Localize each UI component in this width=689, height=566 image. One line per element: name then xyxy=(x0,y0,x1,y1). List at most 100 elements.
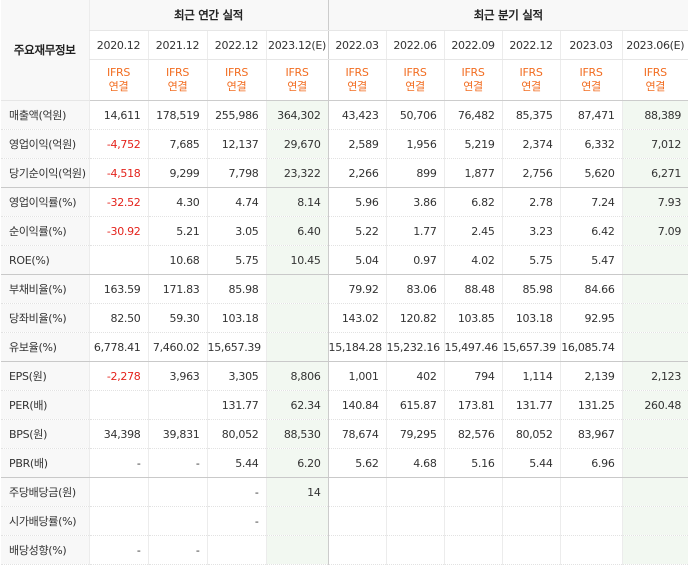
accounting-standard-header: IFRS 연결 xyxy=(206,59,266,101)
table-cell xyxy=(265,274,329,304)
consolidation-label: 연결 xyxy=(521,80,541,93)
table-cell: 62.34 xyxy=(265,390,329,420)
table-cell: 29,670 xyxy=(265,129,329,159)
table-cell: 79.92 xyxy=(327,274,387,304)
accounting-standard-header: IFRS 연결 xyxy=(501,59,561,101)
table-cell: 34,398 xyxy=(88,419,148,449)
table-cell: 85.98 xyxy=(501,274,561,304)
table-cell xyxy=(443,477,503,507)
table-cell: 85,375 xyxy=(501,100,561,130)
table-cell: 23,322 xyxy=(265,158,329,188)
table-cell: 5.44 xyxy=(501,448,561,478)
table-cell: 15,232.16 xyxy=(385,332,445,362)
table-cell xyxy=(327,477,387,507)
consolidation-label: 연결 xyxy=(108,80,129,93)
table-cell: 80,052 xyxy=(206,419,266,449)
table-cell xyxy=(88,506,148,536)
table-cell: 260.48 xyxy=(621,390,689,420)
standard-label: IFRS xyxy=(519,66,543,79)
table-cell xyxy=(265,506,329,536)
table-cell: 5.75 xyxy=(206,245,266,275)
table-cell: 1,001 xyxy=(327,361,387,391)
table-cell: 59.30 xyxy=(147,303,207,333)
table-cell: 5.75 xyxy=(501,245,561,275)
table-row: 주당배당금(원) -14 xyxy=(1,477,689,507)
table-row: PBR(배) - -5.44 6.20 5.62 4.68 5.16 5.44 6.96 xyxy=(1,448,689,478)
table-row: 영업이익률(%) -32.52 4.30 4.74 8.14 5.96 3.86 6.82 2.… xyxy=(1,187,689,217)
table-cell: 5.62 xyxy=(327,448,387,478)
table-cell: 88.48 xyxy=(443,274,503,304)
row-label: 주당배당금(원) xyxy=(1,477,89,507)
table-cell: 88,530 xyxy=(265,419,329,449)
consolidation-label: 연결 xyxy=(645,80,666,93)
table-cell xyxy=(621,419,689,449)
table-cell: 2,266 xyxy=(327,158,387,188)
table-row: 시가배당률(%) - xyxy=(1,506,689,536)
table-cell: 402 xyxy=(385,361,445,391)
table-cell xyxy=(147,477,207,507)
consolidation-label: 연결 xyxy=(581,80,601,93)
table-cell: 3,963 xyxy=(147,361,207,391)
table-cell xyxy=(265,332,329,362)
table-cell xyxy=(501,506,561,536)
table-cell: 6.96 xyxy=(559,448,623,478)
table-cell: -2,278 xyxy=(88,361,148,391)
standard-label: IFRS xyxy=(345,66,369,79)
table-cell: -4,518 xyxy=(88,158,148,188)
table-cell: 178,519 xyxy=(147,100,207,130)
table-cell xyxy=(147,506,207,536)
table-cell xyxy=(621,506,689,536)
table-cell: 5.96 xyxy=(327,187,387,217)
table-cell: 131.25 xyxy=(559,390,623,420)
table-cell xyxy=(147,390,207,420)
table-cell: 173.81 xyxy=(443,390,503,420)
period-header: 2022.12 xyxy=(206,30,266,60)
table-cell: 2,374 xyxy=(501,129,561,159)
table-cell: 76,482 xyxy=(443,100,503,130)
table-cell: 12,137 xyxy=(206,129,266,159)
row-label: 유보율(%) xyxy=(1,332,89,362)
table-row: PER(배) 131.77 62.34 140.84 615.87 173.81 131.7… xyxy=(1,390,689,420)
standard-header-row: IFRS 연결 IFRS 연결 IFRS 연결 IFRS 연결 IFRS 연결 IFRS 연결 IFRS… xyxy=(1,59,689,101)
table-cell: 6.82 xyxy=(443,187,503,217)
table-cell: 82.50 xyxy=(88,303,148,333)
table-cell: 5.04 xyxy=(327,245,387,275)
standard-label: IFRS xyxy=(579,66,603,79)
accounting-standard-header: IFRS 연결 xyxy=(327,59,387,101)
row-label: 당기순이익(억원) xyxy=(1,158,89,188)
table-cell: 8,806 xyxy=(265,361,329,391)
table-row: 부채비율(%) 163.59 171.83 85.98 79.92 83.06 88.48 8… xyxy=(1,274,689,304)
row-label: 매출액(억원) xyxy=(1,100,89,130)
table-cell: 5.44 xyxy=(206,448,266,478)
table-cell: 4.02 xyxy=(443,245,503,275)
table-cell: - xyxy=(88,448,148,478)
table-cell: 79,295 xyxy=(385,419,445,449)
table-cell xyxy=(621,303,689,333)
table-row: 순이익률(%) -30.92 5.21 3.05 6.40 5.22 1.77 2.45 3.2… xyxy=(1,216,689,246)
table-cell: 2,123 xyxy=(621,361,689,391)
table-cell: 83,967 xyxy=(559,419,623,449)
table-cell: 15,184.28 xyxy=(327,332,387,362)
table-cell: 85.98 xyxy=(206,274,266,304)
table-cell: 6.42 xyxy=(559,216,623,246)
table-cell: 5,620 xyxy=(559,158,623,188)
accounting-standard-header: IFRS 연결 xyxy=(385,59,445,101)
table-cell: 5.47 xyxy=(559,245,623,275)
table-row: EPS(원) -2,278 3,963 3,305 8,806 1,001 402 794 1,… xyxy=(1,361,689,391)
accounting-standard-header: IFRS 연결 xyxy=(559,59,623,101)
row-label: PBR(배) xyxy=(1,448,89,478)
table-cell: 4.74 xyxy=(206,187,266,217)
table-cell: 14,611 xyxy=(88,100,148,130)
table-cell: 364,302 xyxy=(265,100,329,130)
accounting-standard-header: IFRS 연결 xyxy=(265,59,329,101)
table-cell: 615.87 xyxy=(385,390,445,420)
standard-label: IFRS xyxy=(225,66,248,79)
table-row: 매출액(억원) 14,611 178,519 255,986 364,302 43,423… xyxy=(1,100,689,130)
period-header: 2020.12 xyxy=(88,30,148,60)
table-cell: 15,657.39 xyxy=(206,332,266,362)
table-cell: 3,305 xyxy=(206,361,266,391)
table-cell: 15,657.39 xyxy=(501,332,561,362)
row-label: 시가배당률(%) xyxy=(1,506,89,536)
table-cell xyxy=(265,303,329,333)
table-cell xyxy=(206,535,266,565)
